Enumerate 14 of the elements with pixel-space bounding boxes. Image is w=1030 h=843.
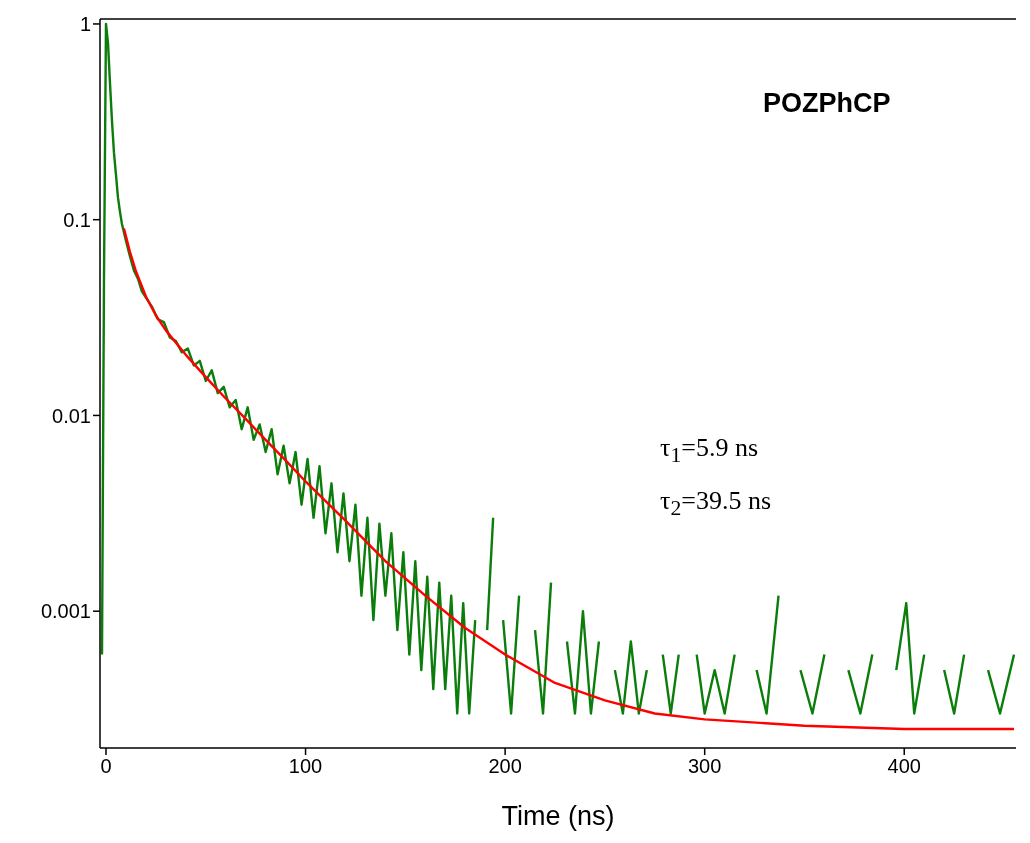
x-tick-label: 300	[687, 755, 722, 778]
x-tick-label: 200	[488, 755, 522, 778]
line-series	[122, 227, 1016, 731]
text: POZPhCP	[763, 88, 891, 119]
y-tick-label: 1	[79, 13, 91, 36]
annotation: τ$_{1}$=5.9 ns	[660, 433, 759, 469]
annotation: τ$_{2}$=39.5 ns	[660, 486, 772, 522]
x-axis-title: Time (ns)	[501, 801, 615, 831]
x-tick-label: 100	[288, 755, 323, 778]
y-tick-label: 0.001	[40, 600, 91, 623]
x-tick-label: 400	[887, 755, 921, 778]
y-tick-label: 0.1	[63, 208, 91, 231]
y-tick-label: 0.01	[52, 404, 91, 427]
x-tick-label: 0	[100, 755, 112, 778]
